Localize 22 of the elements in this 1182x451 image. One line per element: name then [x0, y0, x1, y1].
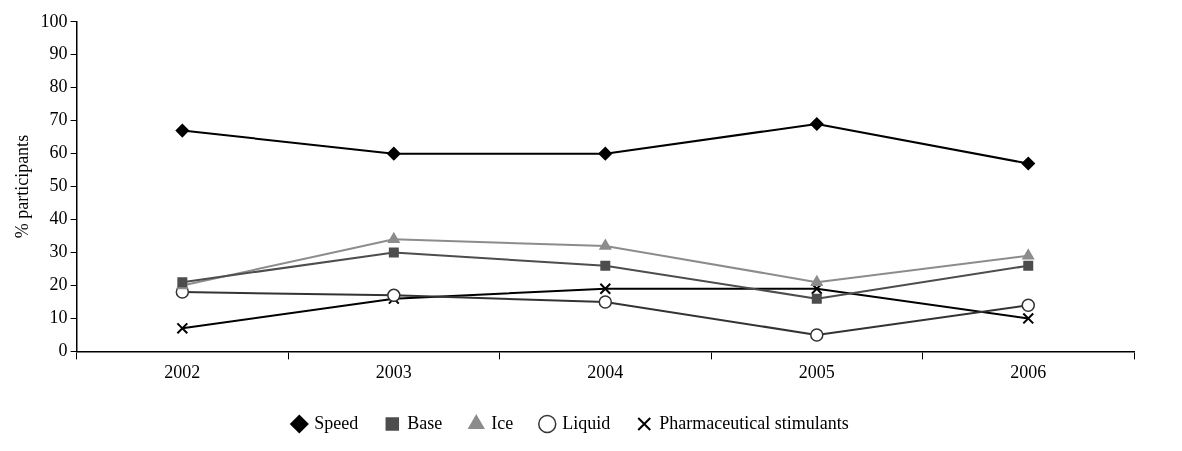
y-tick-label: 0 [58, 340, 68, 361]
y-tick-label: 40 [49, 208, 68, 229]
y-tick-label: 60 [49, 142, 68, 163]
y-tick-label: 10 [49, 307, 68, 328]
x-tick-label: 2002 [164, 361, 201, 382]
x-tick-label: 2005 [798, 361, 835, 382]
x-tick-label: 2004 [587, 361, 624, 382]
y-tick-label: 20 [49, 274, 68, 295]
legend-label: Ice [491, 412, 514, 433]
legend-label: Base [407, 412, 443, 433]
y-tick-label: 30 [49, 241, 68, 262]
y-tick-label: 50 [49, 175, 68, 196]
legend-label: Liquid [562, 412, 611, 433]
y-tick-label: 100 [40, 10, 68, 31]
y-tick-label: 80 [49, 76, 68, 97]
legend-label: Pharmaceutical stimulants [659, 412, 849, 433]
y-axis-title: % participants [11, 134, 32, 239]
x-tick-label: 2003 [375, 361, 412, 382]
legend-label: Speed [314, 412, 359, 433]
x-tick-label: 2006 [1010, 361, 1047, 382]
y-tick-label: 90 [49, 43, 68, 64]
y-tick-label: 70 [49, 109, 68, 130]
